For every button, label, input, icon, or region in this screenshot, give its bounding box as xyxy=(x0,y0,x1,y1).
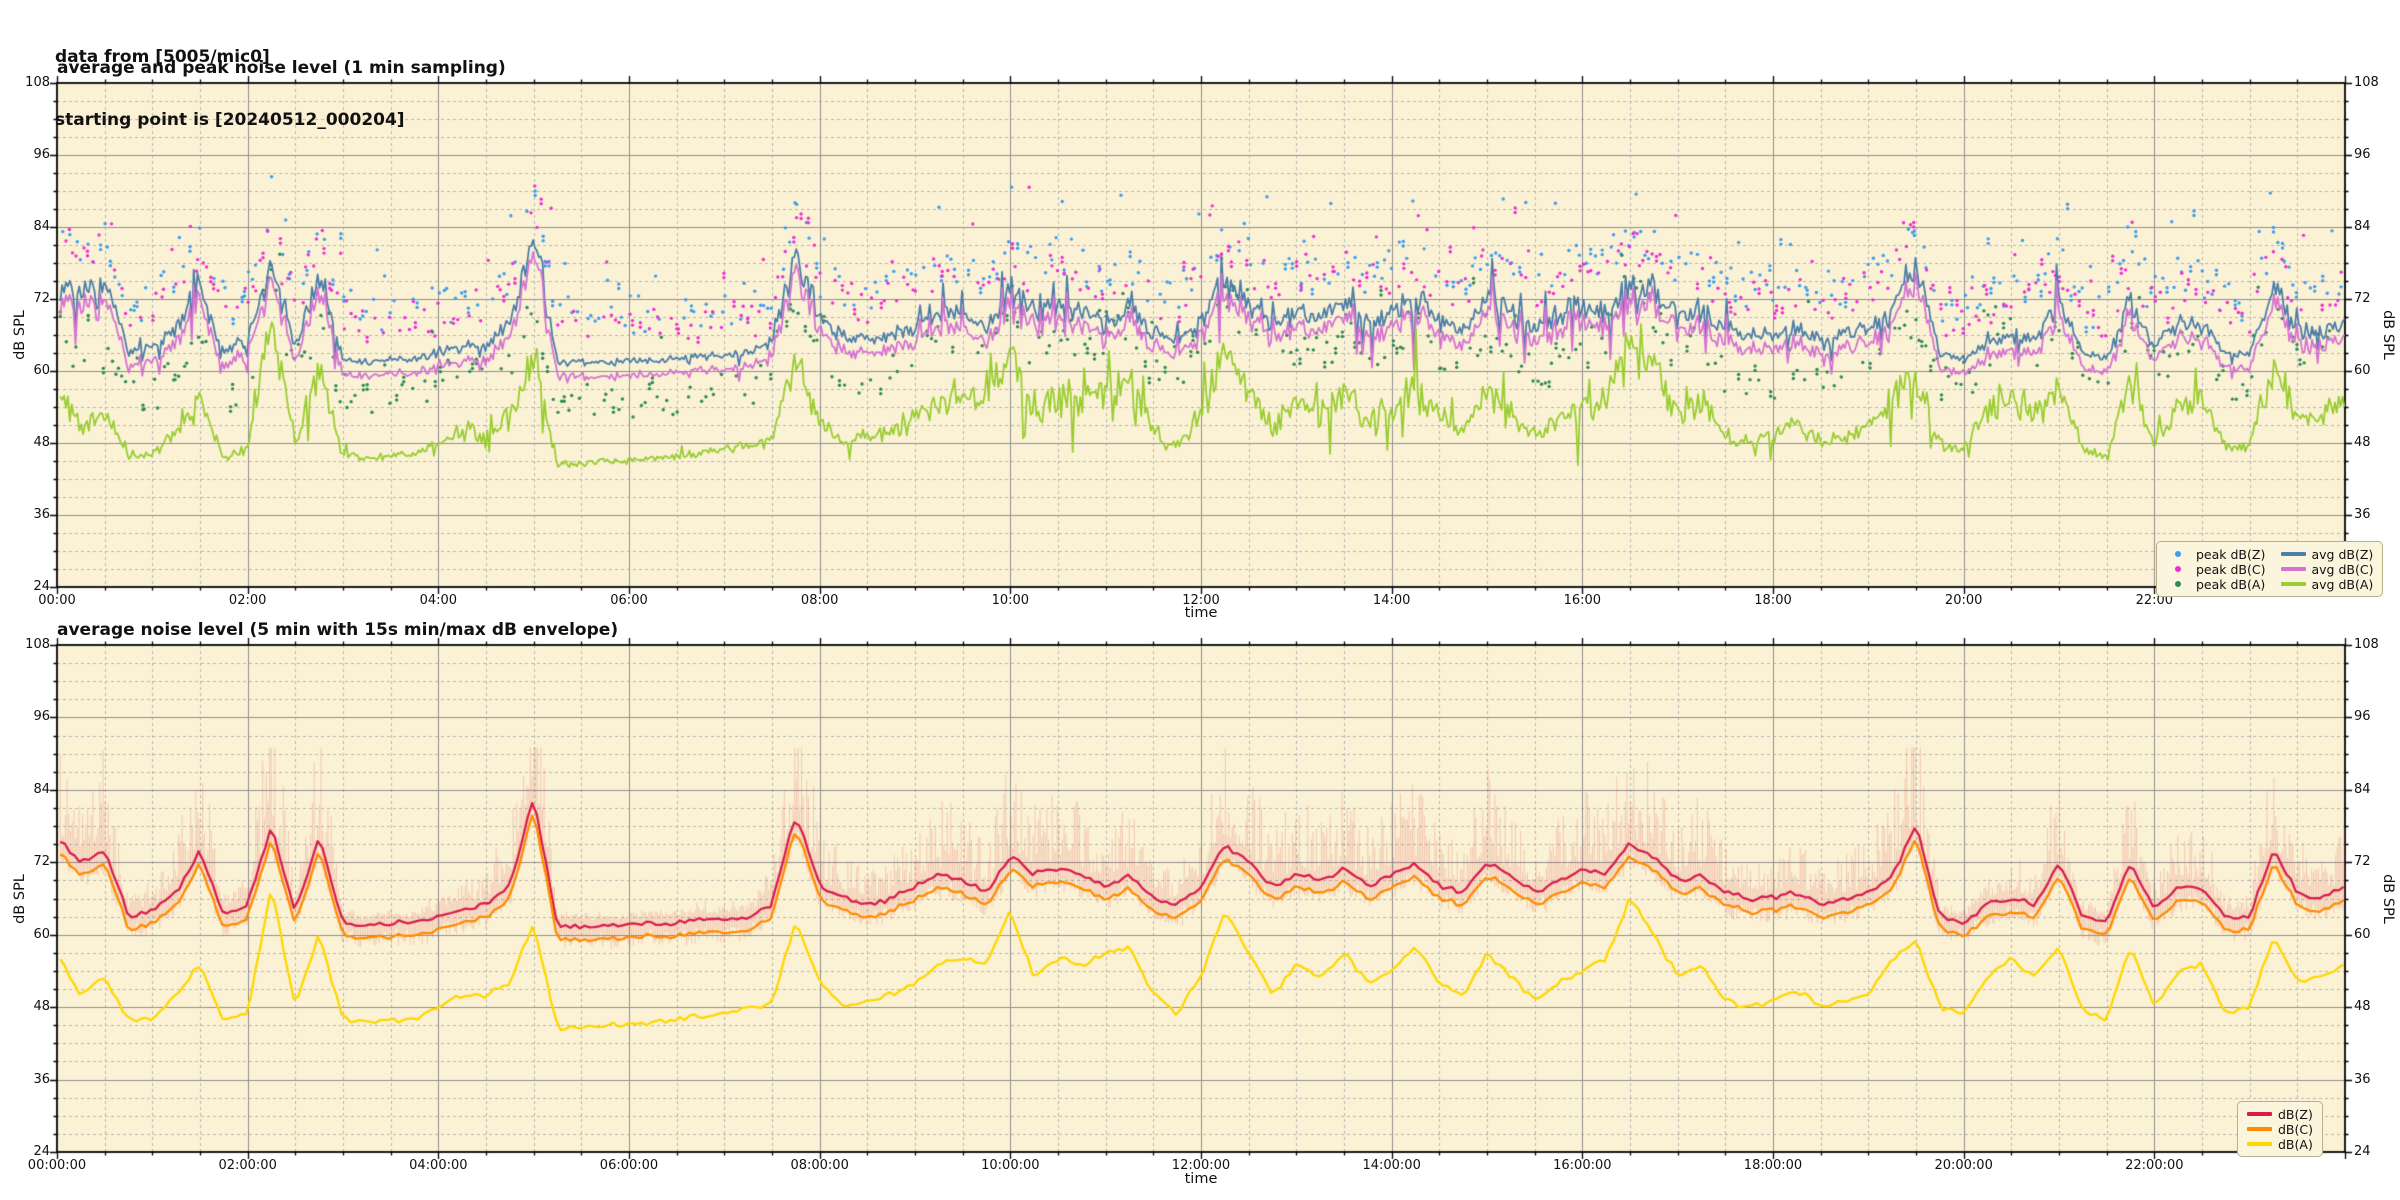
x-tick-label: 10:00:00 xyxy=(981,1158,1040,1173)
bottom-chart-title: average noise level (5 min with 15s min/… xyxy=(57,620,619,640)
legend-label: dB(C) xyxy=(2278,1121,2313,1137)
y-tick-label-right: 84 xyxy=(2354,219,2371,234)
x-tick-label: 04:00:00 xyxy=(409,1158,468,1173)
legend-item: dB(Z) xyxy=(2247,1106,2313,1122)
y-tick-label-left: 48 xyxy=(33,999,50,1015)
bottom-chart-xlabel: time xyxy=(1184,1171,1218,1187)
x-tick-label: 02:00 xyxy=(228,593,267,608)
legend-label: avg dB(Z) xyxy=(2311,546,2374,562)
legend-item: avg dB(Z) xyxy=(2280,546,2374,562)
y-tick-label-left: 108 xyxy=(25,75,50,90)
y-tick-label-left: 48 xyxy=(33,435,50,450)
x-tick-label: 06:00:00 xyxy=(599,1158,659,1173)
top-chart-ylabel-right: dB SPL xyxy=(2380,310,2396,360)
y-tick-label-right: 60 xyxy=(2354,363,2371,378)
legend-label: peak dB(A) xyxy=(2196,576,2266,592)
x-tick-label: 04:00 xyxy=(419,593,458,608)
y-tick-label-left: 108 xyxy=(25,637,50,652)
x-tick-label: 18:00 xyxy=(1754,593,1792,608)
y-tick-label-right: 60 xyxy=(2354,926,2371,942)
x-tick-label: 08:00:00 xyxy=(790,1158,849,1173)
y-tick-label-left: 24 xyxy=(33,579,50,594)
x-tick-label: 18:00:00 xyxy=(1743,1158,1803,1173)
legend-dot-swatch xyxy=(2175,566,2181,572)
y-tick-label-right: 72 xyxy=(2354,854,2371,870)
header-line1: data from [5005/mic0] xyxy=(55,47,270,67)
y-tick-label-right: 108 xyxy=(2354,637,2379,652)
y-tick-label-left: 60 xyxy=(33,926,50,942)
legend-line-swatch xyxy=(2247,1112,2272,1116)
x-tick-label: 08:00 xyxy=(800,593,839,608)
legend-line-swatch xyxy=(2247,1127,2272,1131)
x-tick-label: 10:00 xyxy=(991,593,1030,608)
x-tick-label: 14:00:00 xyxy=(1362,1158,1421,1173)
x-tick-label: 20:00 xyxy=(1944,593,1983,608)
x-tick-label: 00:00 xyxy=(38,593,76,608)
bottom-chart-ylabel-left: dB SPL xyxy=(12,874,28,924)
legend-line-swatch xyxy=(2280,552,2306,556)
x-tick-label: 00:00:00 xyxy=(27,1158,87,1173)
x-tick-label: 16:00 xyxy=(1563,593,1602,608)
legend-label: dB(Z) xyxy=(2278,1106,2313,1122)
y-tick-label-right: 96 xyxy=(2354,709,2371,725)
x-tick-label: 12:00:00 xyxy=(1171,1158,1231,1173)
y-tick-label-left: 96 xyxy=(33,709,50,725)
top-chart-title: average and peak noise level (1 min samp… xyxy=(57,58,506,78)
x-tick-label: 22:00:00 xyxy=(2125,1158,2184,1173)
legend-item: dB(A) xyxy=(2247,1136,2313,1152)
x-tick-label: 16:00:00 xyxy=(1553,1158,1612,1173)
legend-label: dB(A) xyxy=(2278,1136,2313,1152)
y-tick-label-left: 72 xyxy=(33,854,50,870)
legend-label: avg dB(A) xyxy=(2311,576,2374,592)
header: data from [5005/mic0] starting point is … xyxy=(55,5,405,173)
y-tick-label-right: 48 xyxy=(2354,435,2371,450)
legend-dot-swatch xyxy=(2175,551,2181,557)
legend-item: peak dB(Z) xyxy=(2166,546,2266,562)
legend-label: avg dB(C) xyxy=(2311,561,2374,577)
y-tick-label-right: 96 xyxy=(2354,147,2371,162)
legend-column: peak dB(Z) peak dB(C) peak dB(A) xyxy=(2166,546,2266,592)
legend-dot-swatch xyxy=(2175,581,2181,587)
legend-column: dB(Z) dB(C) dB(A) xyxy=(2247,1106,2313,1152)
x-tick-label: 14:00 xyxy=(1372,593,1411,608)
x-tick-label: 20:00:00 xyxy=(1934,1158,1993,1173)
y-tick-label-left: 60 xyxy=(33,363,50,378)
y-tick-label-left: 84 xyxy=(33,781,50,797)
y-tick-label-right: 36 xyxy=(2354,1071,2371,1087)
bottom-chart-legend: dB(Z) dB(C) dB(A) xyxy=(2237,1101,2323,1157)
legend-column: avg dB(Z) avg dB(C) avg dB(A) xyxy=(2280,546,2374,592)
y-tick-label-left: 72 xyxy=(33,291,50,306)
legend-item: peak dB(A) xyxy=(2166,576,2266,592)
legend-item: peak dB(C) xyxy=(2166,561,2266,577)
header-line2: starting point is [20240512_000204] xyxy=(55,110,405,130)
y-tick-label-right: 48 xyxy=(2354,999,2371,1015)
legend-label: peak dB(Z) xyxy=(2196,546,2266,562)
bottom-chart-ylabel-right: dB SPL xyxy=(2380,874,2396,924)
y-tick-label-left: 96 xyxy=(33,147,50,162)
y-tick-label-right: 36 xyxy=(2354,507,2371,522)
legend-line-swatch xyxy=(2280,567,2306,571)
legend-line-swatch xyxy=(2280,582,2306,586)
y-tick-label-right: 24 xyxy=(2354,1144,2371,1159)
legend-label: peak dB(C) xyxy=(2196,561,2266,577)
y-tick-label-right: 72 xyxy=(2354,291,2371,306)
top-chart-xlabel: time xyxy=(1184,605,1218,621)
x-tick-label: 12:00 xyxy=(1182,593,1220,608)
y-tick-label-left: 36 xyxy=(33,1071,50,1087)
y-tick-label-left: 24 xyxy=(33,1144,50,1159)
x-tick-label: 06:00 xyxy=(610,593,648,608)
y-tick-label-right: 84 xyxy=(2354,781,2371,797)
legend-item: avg dB(C) xyxy=(2280,561,2374,577)
legend-item: dB(C) xyxy=(2247,1121,2313,1137)
x-tick-label: 02:00:00 xyxy=(218,1158,277,1173)
y-tick-label-left: 84 xyxy=(33,219,50,234)
y-tick-label-left: 36 xyxy=(33,507,50,522)
top-chart-legend: peak dB(Z) peak dB(C) peak dB(A) avg dB(Z) a… xyxy=(2156,541,2384,597)
top-chart-ylabel-left: dB SPL xyxy=(12,310,28,360)
legend-line-swatch xyxy=(2247,1142,2272,1146)
legend-item: avg dB(A) xyxy=(2280,576,2374,592)
y-tick-label-right: 108 xyxy=(2354,75,2379,90)
